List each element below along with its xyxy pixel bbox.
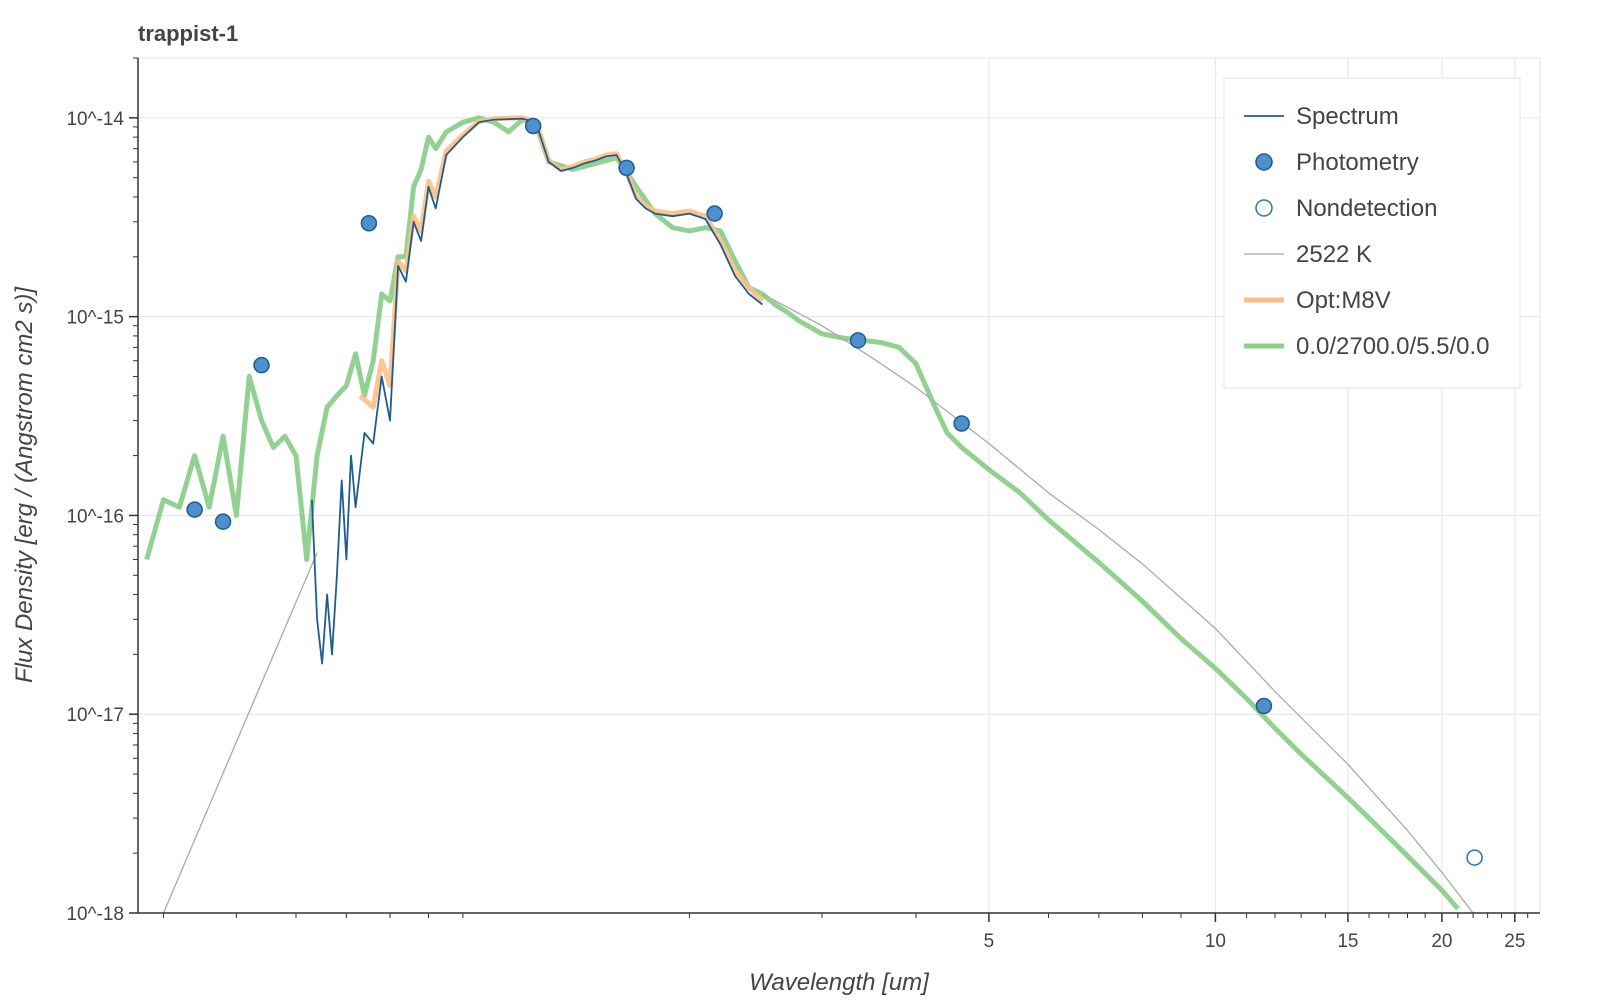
chart-title: trappist-1 bbox=[138, 21, 238, 46]
legend-item-model[interactable]: 0.0/2700.0/5.5/0.0 bbox=[1244, 333, 1490, 360]
legend-label: Opt:M8V bbox=[1296, 287, 1391, 314]
x-axis-title: Wavelength [um] bbox=[749, 969, 930, 996]
legend-label: 0.0/2700.0/5.5/0.0 bbox=[1296, 333, 1490, 360]
legend-label: Photometry bbox=[1296, 149, 1419, 176]
y-tick-label: 10^-17 bbox=[66, 705, 124, 726]
nondetection-point bbox=[1466, 849, 1483, 866]
spectrum-line bbox=[311, 117, 763, 665]
y-tick-label: 10^-18 bbox=[66, 904, 124, 925]
y-tick-label: 10^-15 bbox=[66, 308, 124, 329]
legend-label: Spectrum bbox=[1296, 103, 1399, 130]
legend-item-photometry[interactable]: Photometry bbox=[1255, 149, 1419, 176]
x-tick-label: 25 bbox=[1504, 931, 1525, 952]
legend-swatch bbox=[1255, 199, 1273, 217]
y-tick-label: 10^-14 bbox=[66, 109, 124, 130]
photometry-point bbox=[253, 356, 270, 374]
x-axis-ticks: 5 10 15 20 25 bbox=[162, 913, 1529, 952]
legend-swatch bbox=[1255, 153, 1273, 171]
legend-label: 2522 K bbox=[1296, 241, 1372, 268]
legend-box bbox=[1223, 77, 1521, 389]
model-spectrum-line bbox=[144, 115, 1460, 911]
y-axis-title: Flux Density [erg / (Angstrom cm2 s)] bbox=[11, 286, 38, 683]
photometry-point bbox=[953, 415, 970, 432]
photometry-point bbox=[186, 501, 203, 518]
x-tick-label: 5 bbox=[984, 931, 995, 952]
template-m8v-line bbox=[358, 115, 765, 410]
y-axis-ticks: 10^-14 10^-15 10^-16 10^-17 10^-18 bbox=[66, 57, 138, 925]
photometry-point bbox=[360, 214, 378, 232]
legend-item-template[interactable]: Opt:M8V bbox=[1244, 287, 1391, 314]
legend-item-blackbody[interactable]: 2522 K bbox=[1244, 241, 1372, 268]
photometry-point bbox=[214, 513, 232, 530]
photometry-point bbox=[524, 117, 542, 135]
legend-item-spectrum[interactable]: Spectrum bbox=[1244, 103, 1399, 130]
legend-item-nondetection[interactable]: Nondetection bbox=[1255, 195, 1437, 222]
blackbody-2522k-line bbox=[762, 293, 1474, 914]
x-tick-label: 15 bbox=[1337, 931, 1358, 952]
points-layer bbox=[186, 117, 1483, 866]
blackbody-2522k-line bbox=[162, 552, 318, 914]
x-tick-label: 20 bbox=[1431, 931, 1452, 952]
photometry-point bbox=[849, 332, 867, 349]
photometry-point bbox=[1255, 697, 1273, 715]
series-layer bbox=[144, 115, 1474, 914]
photometry-point bbox=[618, 159, 635, 177]
photometry-point bbox=[706, 205, 723, 222]
legend[interactable]: Spectrum Photometry Nondetection 2522 K Opt:… bbox=[1223, 77, 1521, 389]
legend-label: Nondetection bbox=[1296, 195, 1437, 222]
x-tick-label: 10 bbox=[1205, 931, 1226, 952]
y-tick-label: 10^-16 bbox=[66, 506, 124, 527]
